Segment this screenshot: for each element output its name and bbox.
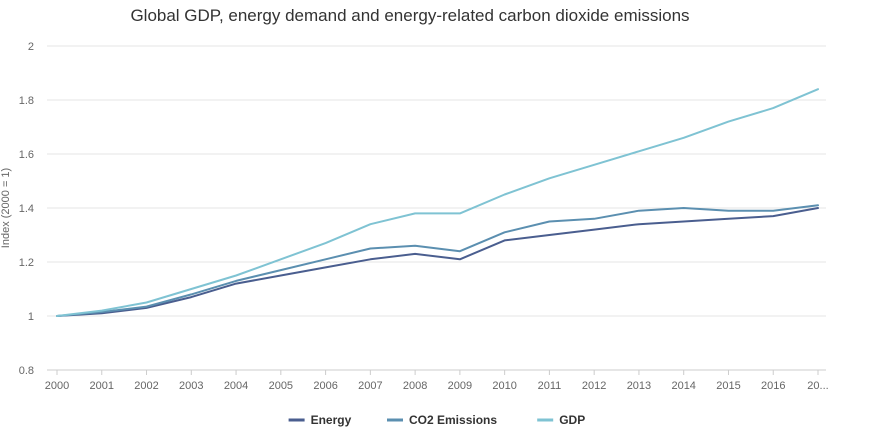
legend-label: CO2 Emissions (409, 413, 497, 427)
series-lines (56, 88, 819, 317)
x-tick-label: 2002 (134, 380, 158, 392)
y-tick-label: 1.8 (19, 95, 34, 107)
y-axis-title: Index (2000 = 1) (0, 168, 12, 248)
x-tick-label: 2005 (269, 380, 293, 392)
x-tick-label: 20... (807, 380, 828, 392)
y-tick-label: 0.8 (19, 365, 34, 377)
x-tick-label: 2006 (313, 380, 337, 392)
x-tick-label: 2011 (538, 380, 562, 392)
y-tick-label: 2 (28, 41, 34, 53)
y-tick-label: 1 (28, 311, 34, 323)
legend-item-gdp[interactable]: GDP (537, 413, 585, 427)
chart-title: Global GDP, energy demand and energy-rel… (130, 6, 690, 25)
x-tick-label: 2008 (403, 380, 427, 392)
x-tick-label: 2015 (716, 380, 740, 392)
x-tick-label: 2003 (179, 380, 203, 392)
x-tick-label: 2016 (761, 380, 785, 392)
x-tick-label: 2010 (492, 380, 516, 392)
x-tick-label: 2007 (358, 380, 382, 392)
legend[interactable]: Energy CO2 Emissions GDP (288, 413, 586, 427)
x-tick-label: 2012 (582, 380, 606, 392)
y-tick-label: 1.6 (19, 149, 34, 161)
series-line-gdp (56, 88, 819, 317)
grid-lines (47, 45, 826, 317)
legend-item-co2-emissions[interactable]: CO2 Emissions (387, 413, 497, 427)
x-tick-label: 2014 (671, 380, 695, 392)
x-axis-ticks: 2000 2001 2002 2003 2004 2005 2006 2007 2008 2009… (45, 370, 829, 392)
legend-label: GDP (559, 413, 585, 427)
series-line-energy (56, 207, 819, 317)
x-tick-label: 2001 (90, 380, 114, 392)
y-tick-label: 1.2 (19, 257, 34, 269)
series-line-co2-emissions (56, 204, 819, 317)
x-tick-label: 2004 (224, 380, 248, 392)
x-tick-label: 2000 (45, 380, 69, 392)
y-axis-ticks: 0.8 1 1.2 1.4 1.6 1.8 2 (19, 41, 34, 377)
y-tick-label: 1.4 (19, 203, 34, 215)
legend-item-energy[interactable]: Energy (288, 413, 352, 427)
legend-label: Energy (311, 413, 352, 427)
x-tick-label: 2013 (627, 380, 651, 392)
x-tick-label: 2009 (448, 380, 472, 392)
